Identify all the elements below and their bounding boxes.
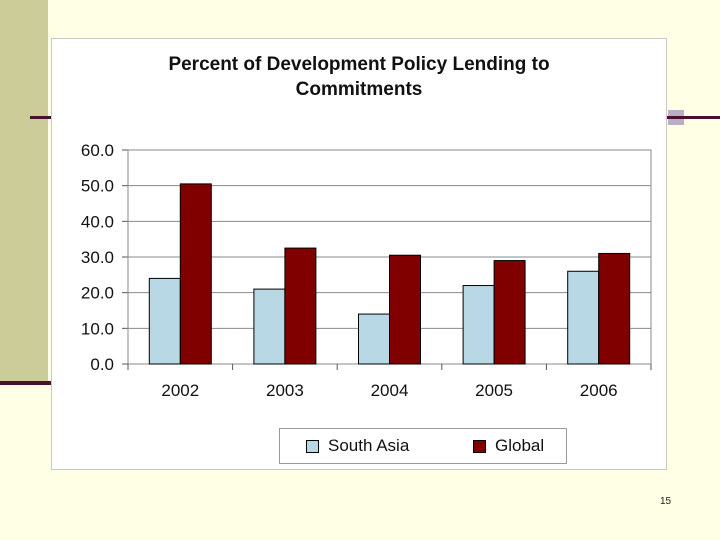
- y-tick-label-3: 30.0: [81, 248, 114, 267]
- legend-item-south-asia: South Asia: [306, 436, 409, 456]
- legend-label-south-asia: South Asia: [328, 436, 410, 455]
- bar-global-2006: [598, 252, 631, 365]
- legend-item-global: Global: [473, 436, 544, 456]
- slide-rule-bottom: [0, 381, 52, 385]
- chart-legend: South Asia Global: [279, 428, 567, 464]
- slide-rule-right: [667, 116, 720, 119]
- bar-global-2004: [389, 254, 421, 365]
- y-tick-label-6: 60.0: [81, 141, 114, 160]
- legend-swatch-south-asia: [306, 439, 319, 453]
- bar-south-asia-2004: [358, 313, 390, 365]
- slide-sidebar: [0, 0, 48, 383]
- bar-global-2005: [493, 260, 526, 365]
- bar-south-asia-2002: [148, 277, 181, 365]
- bar-south-asia-2005: [462, 285, 495, 365]
- page-number: 15: [660, 496, 672, 507]
- x-tick-label-2003: 2003: [266, 381, 304, 400]
- x-tick-label-2006: 2006: [580, 381, 618, 400]
- slide-rule-left: [30, 116, 52, 119]
- chart-title-line-1: Percent of Development Policy Lending to: [168, 54, 550, 75]
- bar-global-2003: [284, 247, 317, 365]
- chart-title: Percent of Development Policy Lending to…: [51, 52, 667, 102]
- y-tick-label-1: 10.0: [81, 319, 114, 338]
- x-tick-label-2002: 2002: [161, 381, 199, 400]
- x-tick-label-2004: 2004: [371, 381, 409, 400]
- legend-swatch-global: [473, 439, 486, 453]
- y-tick-label-4: 40.0: [81, 212, 114, 231]
- legend-label-global: Global: [495, 436, 545, 455]
- chart-area: [51, 38, 667, 470]
- x-tick-label-2005: 2005: [475, 381, 513, 400]
- y-tick-label-2: 20.0: [81, 284, 114, 303]
- bar-south-asia-2006: [567, 270, 600, 365]
- chart-title-line-2: Commitments: [295, 79, 423, 100]
- bar-global-2002: [179, 183, 212, 365]
- y-tick-label-5: 50.0: [81, 177, 114, 196]
- bar-south-asia-2003: [253, 288, 286, 365]
- y-tick-label-0: 0.0: [90, 355, 114, 374]
